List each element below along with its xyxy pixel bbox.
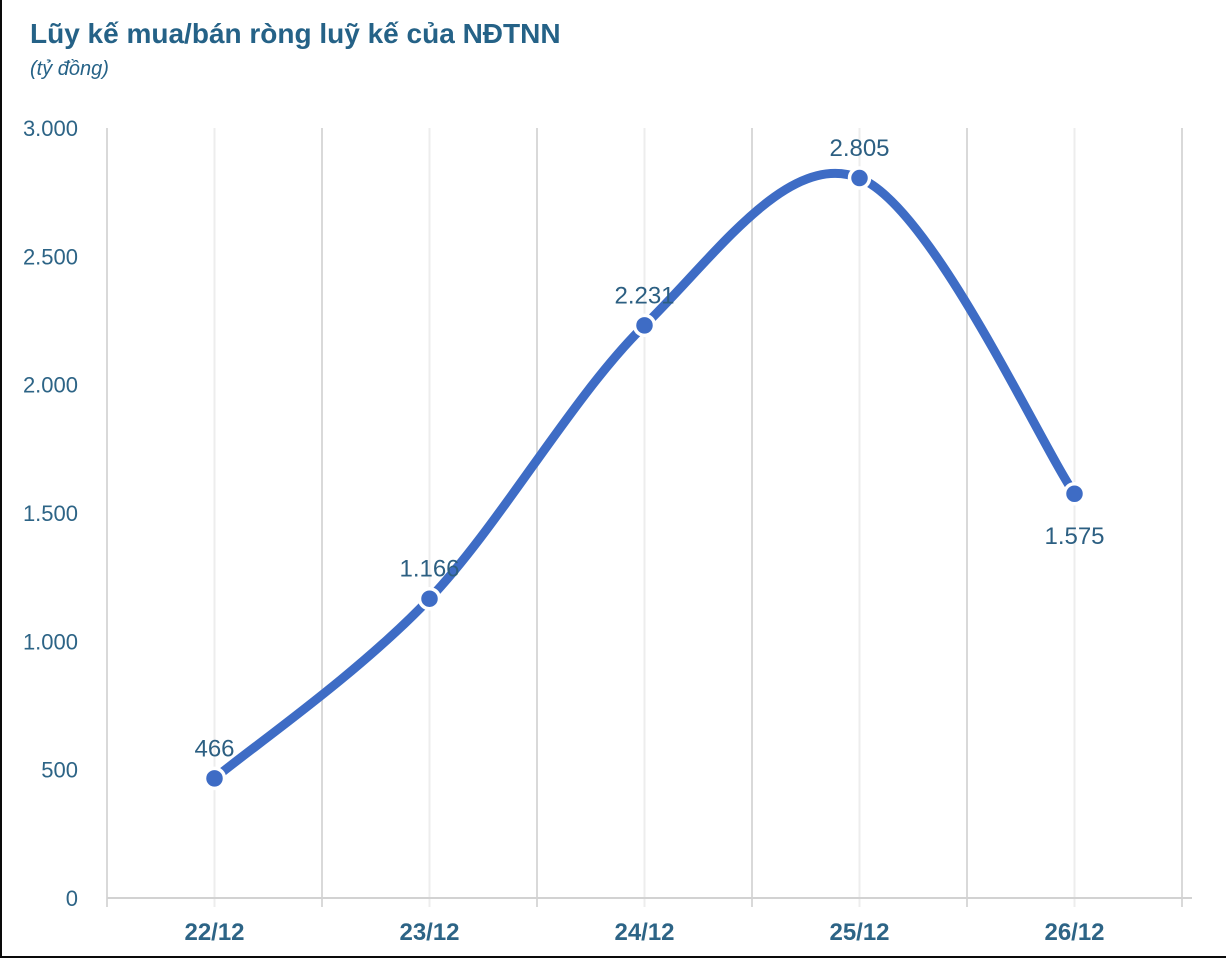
data-point-label: 1.575 [1044,523,1104,550]
y-tick-label: 1.500 [23,501,78,526]
y-tick-label: 1.000 [23,629,78,654]
data-point-marker [1062,482,1087,506]
x-tick-label: 24/12 [614,919,674,946]
data-point-label: 2.805 [829,135,889,162]
data-point-marker [847,166,872,190]
y-tick-label: 2.000 [23,373,78,398]
data-point-marker [417,586,442,611]
data-point-marker [202,766,227,791]
data-point-label: 1.166 [399,556,459,583]
y-tick-label: 2.500 [23,244,78,269]
data-point-label: 466 [194,735,234,762]
x-tick-label: 23/12 [399,919,459,946]
x-tick-label: 25/12 [829,919,889,946]
y-tick-label: 0 [66,886,78,911]
x-tick-label: 26/12 [1044,919,1104,946]
chart-title: Lũy kế mua/bán ròng luỹ kế của NĐTNN [30,18,561,49]
x-tick-label: 22/12 [184,919,244,946]
data-point-marker [632,313,657,338]
y-tick-label: 500 [41,758,78,783]
chart-header: Lũy kế mua/bán ròng luỹ kế của NĐTNN (tỷ… [30,18,561,81]
y-tick-label: 3.000 [23,116,78,141]
chart-unit-label: (tỷ đồng) [30,58,109,80]
data-point-label: 2.231 [614,282,674,309]
